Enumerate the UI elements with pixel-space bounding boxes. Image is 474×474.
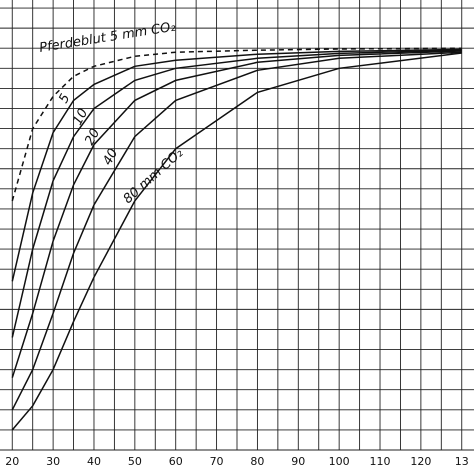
curve-label: 40	[100, 146, 121, 168]
x-tick-label: 70	[210, 455, 224, 468]
x-tick-label: 40	[87, 455, 101, 468]
x-tick-label: 50	[128, 455, 142, 468]
curve	[11, 49, 462, 338]
x-tick-label: 100	[329, 455, 350, 468]
x-tick-label: 20	[5, 455, 19, 468]
curve	[11, 52, 462, 431]
curve-label: Pferdeblut 5 mm CO₂	[38, 20, 176, 56]
x-tick-label: 120	[410, 455, 431, 468]
curve	[11, 51, 462, 411]
curve-label: 20	[82, 126, 103, 148]
x-tick-label: 13	[455, 455, 469, 468]
curve	[11, 47, 462, 202]
curve-label: 80 mm CO₂	[121, 146, 187, 207]
x-tick-label: 60	[169, 455, 183, 468]
x-tick-label: 80	[250, 455, 264, 468]
x-tick-label: 30	[46, 455, 60, 468]
x-tick-label: 110	[370, 455, 391, 468]
curve-label: 10	[70, 106, 91, 128]
curve	[11, 48, 462, 282]
x-tick-label: 90	[291, 455, 305, 468]
curve	[11, 50, 462, 378]
